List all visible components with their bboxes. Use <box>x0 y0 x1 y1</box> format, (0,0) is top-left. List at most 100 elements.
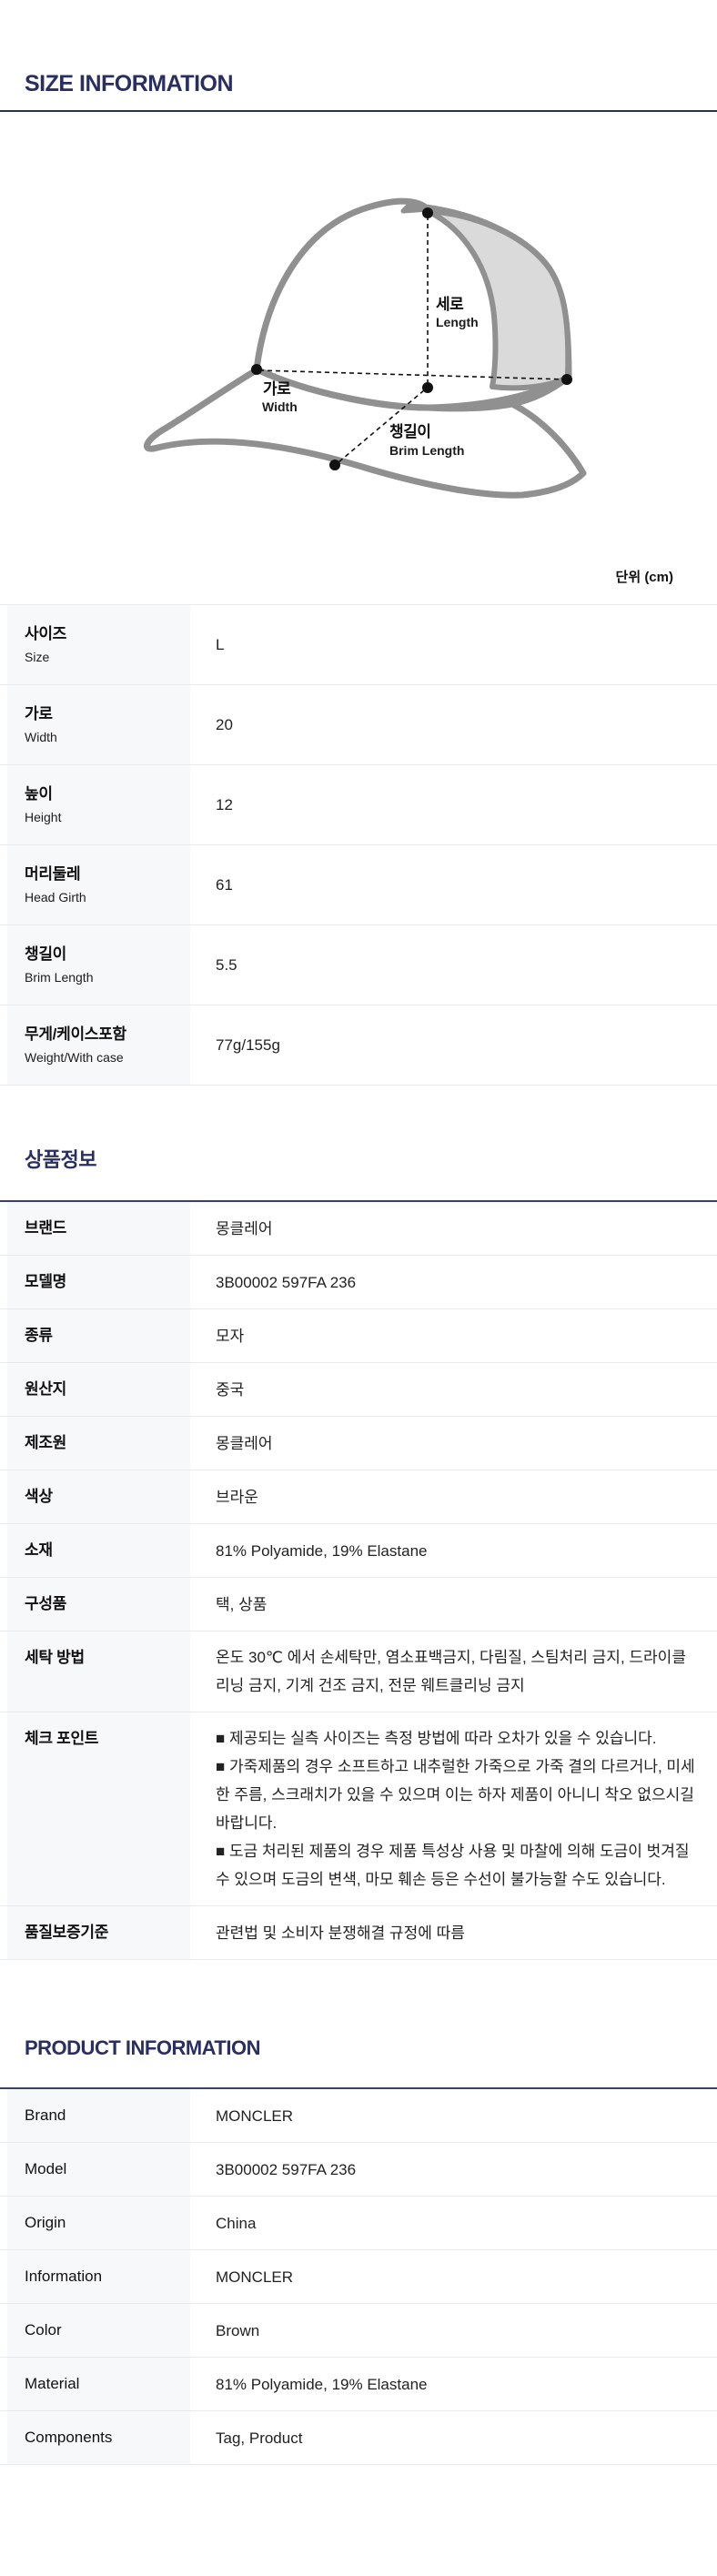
en-table-row: Information MONCLER <box>0 2250 717 2304</box>
kr-table-row: 원산지 중국 <box>0 1363 717 1417</box>
dot-brim <box>329 460 340 470</box>
row-label-cell: 품질보증기준 <box>0 1906 190 1959</box>
row-label-cell: 무게/케이스포함 Weight/With case <box>0 1005 190 1085</box>
row-label: Model <box>25 2160 67 2177</box>
row-label: 브랜드 <box>25 1219 67 1237</box>
row-label: 체크 포인트 <box>25 1730 99 1747</box>
row-label-korean: 무게/케이스포함 <box>25 1025 126 1043</box>
label-brim-kr: 챙길이 <box>389 423 430 440</box>
size-table-row: 챙길이 Brim Length 5.5 <box>0 925 717 1005</box>
row-label-cell: Material <box>0 2358 190 2410</box>
product-info-en-title: PRODUCT INFORMATION <box>25 2036 260 2059</box>
en-table-row: Material 81% Polyamide, 19% Elastane <box>0 2358 717 2411</box>
row-value: 20 <box>216 716 233 733</box>
kr-table-row: 구성품 택, 상품 <box>0 1578 717 1631</box>
product-info-en-table: Brand MONCLER Model 3B00002 597FA 236 Or… <box>0 2087 717 2465</box>
row-label: 세탁 방법 <box>25 1649 85 1666</box>
row-value: 브라운 <box>216 1488 258 1506</box>
row-value: Tag, Product <box>216 2429 303 2447</box>
row-label-cell: 색상 <box>0 1470 190 1523</box>
row-label-cell: 구성품 <box>0 1578 190 1631</box>
row-label-cell: Information <box>0 2250 190 2303</box>
row-label-cell: Brand <box>0 2089 190 2142</box>
row-label-cell: 사이즈 Size <box>0 605 190 684</box>
kr-table-row: 소재 81% Polyamide, 19% Elastane <box>0 1524 717 1578</box>
label-width-kr: 가로 <box>263 380 291 398</box>
cap-measurement-figure: 세로 Length 가로 Width 챙길이 Brim Length <box>0 170 717 543</box>
row-label-cell: 종류 <box>0 1309 190 1362</box>
en-table-row: Brand MONCLER <box>0 2089 717 2143</box>
row-value: MONCLER <box>216 2106 294 2125</box>
row-value: 81% Polyamide, 19% Elastane <box>216 2375 428 2393</box>
kr-table-row: 품질보증기준 관련법 및 소비자 분쟁해결 규정에 따름 <box>0 1906 717 1960</box>
size-table-row: 사이즈 Size L <box>0 605 717 685</box>
en-table-row: Origin China <box>0 2197 717 2250</box>
unit-note: 단위 (cm) <box>615 570 673 585</box>
row-label-cell: 가로 Width <box>0 685 190 764</box>
row-label-cell: Origin <box>0 2197 190 2249</box>
row-label-korean: 사이즈 <box>25 625 67 642</box>
kr-table-row: 세탁 방법 온도 30℃ 에서 손세탁만, 염소표백금지, 다림질, 스팀처리 … <box>0 1631 717 1712</box>
en-table-row: Components Tag, Product <box>0 2411 717 2465</box>
row-label-english: Size <box>25 650 50 664</box>
label-length-en: Length <box>436 315 479 329</box>
row-label: 품질보증기준 <box>25 1924 109 1941</box>
en-table-row: Model 3B00002 597FA 236 <box>0 2143 717 2197</box>
row-label-cell: 머리둘레 Head Girth <box>0 845 190 924</box>
row-label: 제조원 <box>25 1434 67 1451</box>
row-value: 61 <box>216 876 233 894</box>
product-info-kr-title: 상품정보 <box>25 1148 96 1171</box>
row-value: 온도 30℃ 에서 손세탁만, 염소표백금지, 다림질, 스팀처리 금지, 드라… <box>216 1649 686 1694</box>
en-table-row: Color Brown <box>0 2304 717 2358</box>
size-table: 사이즈 Size L 가로 Width 20 높이 Height 12 <box>0 604 717 1086</box>
row-label: Material <box>25 2375 80 2392</box>
row-label-cell: 모델명 <box>0 1256 190 1308</box>
row-value: MONCLER <box>216 2268 294 2286</box>
row-label-korean: 챙길이 <box>25 945 67 963</box>
dot-left <box>251 364 262 375</box>
row-label-cell: 원산지 <box>0 1363 190 1416</box>
row-value: 3B00002 597FA 236 <box>216 2160 357 2178</box>
row-label: Brand <box>25 2106 66 2124</box>
row-value: 몽클레어 <box>216 1219 273 1237</box>
row-label-cell: Color <box>0 2304 190 2357</box>
size-table-row: 머리둘레 Head Girth 61 <box>0 845 717 925</box>
label-width-en: Width <box>262 399 298 414</box>
row-label-english: Width <box>25 730 57 744</box>
row-value: 77g/155g <box>216 1036 280 1054</box>
label-length-kr: 세로 <box>436 296 464 313</box>
cap-band <box>253 366 571 411</box>
brim-dashed-line <box>338 389 425 463</box>
row-value: 5.5 <box>216 956 237 974</box>
row-label: 모델명 <box>25 1273 67 1290</box>
kr-table-row: 체크 포인트 ■ 제공되는 실측 사이즈는 측정 방법에 따라 오차가 있을 수… <box>0 1712 717 1906</box>
size-table-row: 높이 Height 12 <box>0 765 717 845</box>
row-value: 택, 상품 <box>216 1595 268 1613</box>
row-label: 종류 <box>25 1327 53 1344</box>
row-label-cell: 브랜드 <box>0 1202 190 1255</box>
row-label: Information <box>25 2268 103 2285</box>
row-value: 관련법 및 소비자 분쟁해결 규정에 따름 <box>216 1924 465 1942</box>
row-label-english: Weight/With case <box>25 1050 124 1065</box>
row-value: 3B00002 597FA 236 <box>216 1273 357 1291</box>
row-label-korean: 높이 <box>25 785 53 803</box>
row-value: L <box>216 636 225 653</box>
row-label-cell: 세탁 방법 <box>0 1631 190 1712</box>
dot-top <box>422 207 433 218</box>
row-label-english: Height <box>25 810 62 824</box>
row-label-cell: 소재 <box>0 1524 190 1577</box>
kr-table-row: 모델명 3B00002 597FA 236 <box>0 1256 717 1309</box>
width-dashed-line <box>258 369 567 380</box>
row-value: 몽클레어 <box>216 1434 273 1452</box>
dot-front <box>422 382 433 393</box>
row-label-cell: Components <box>0 2411 190 2464</box>
row-label: Origin <box>25 2214 66 2231</box>
row-label: 색상 <box>25 1488 53 1505</box>
cap-diagram: 세로 Length 가로 Width 챙길이 Brim Length <box>144 197 587 499</box>
dot-right <box>561 374 572 385</box>
row-label-cell: Model <box>0 2143 190 2196</box>
row-value: 12 <box>216 796 233 813</box>
kr-table-row: 색상 브라운 <box>0 1470 717 1524</box>
row-value: 81% Polyamide, 19% Elastane <box>216 1541 428 1560</box>
row-label-korean: 머리둘레 <box>25 865 81 883</box>
